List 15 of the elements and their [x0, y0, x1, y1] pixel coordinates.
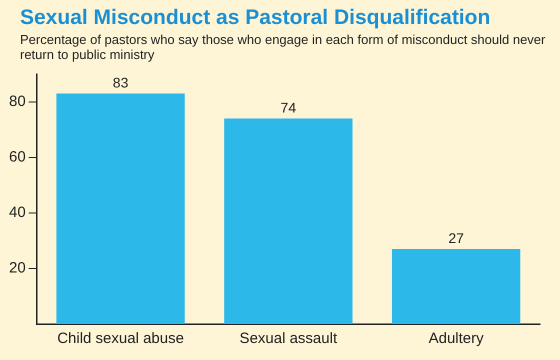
chart-title: Sexual Misconduct as Pastoral Disqualification: [20, 6, 492, 30]
chart-subtitle: Percentage of pastors who say those who engage in each form of misconduct should never return to public ministry: [20, 32, 546, 62]
x-tick-label: Child sexual abuse: [57, 330, 184, 348]
data-label: 83: [112, 74, 129, 90]
bar: [224, 118, 353, 324]
x-tick-label: Adultery: [428, 330, 484, 348]
x-tick-label: Sexual assault: [240, 330, 338, 348]
y-tick-label: 60: [8, 148, 26, 166]
data-label: 27: [448, 230, 464, 246]
y-tick-label: 20: [8, 260, 26, 277]
bar: [392, 249, 520, 324]
y-tick-label: 80: [8, 92, 26, 110]
y-tick-label: 40: [8, 204, 26, 222]
bar: [56, 93, 185, 324]
data-label: 74: [280, 99, 296, 116]
